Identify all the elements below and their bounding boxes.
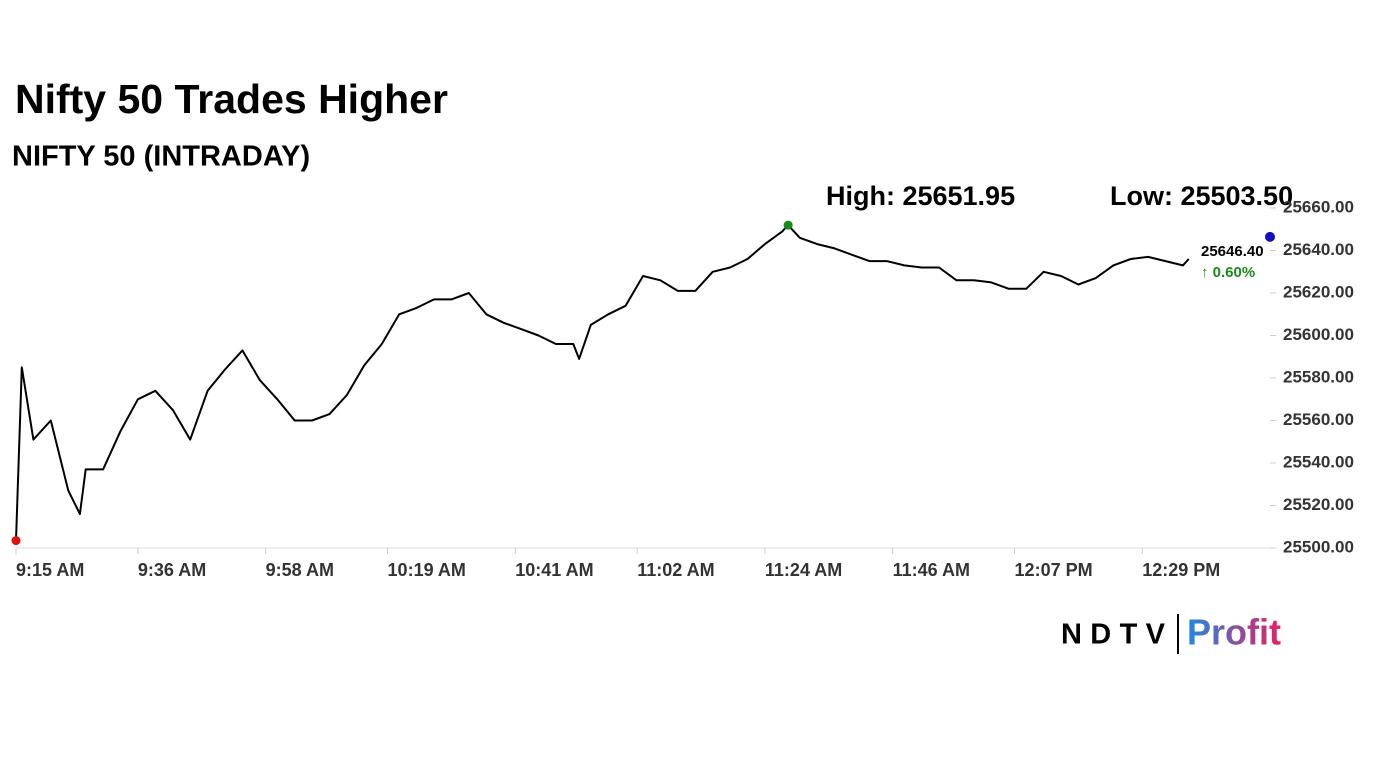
y-tick-label: 25520.00 [1283, 495, 1354, 514]
y-tick-label: 25500.00 [1283, 537, 1354, 556]
chart-subtitle: NIFTY 50 (INTRADAY) [12, 141, 310, 173]
high-label: High: 25651.95 [826, 181, 1015, 211]
change-label: ↑ 0.60% [1201, 264, 1255, 281]
y-tick-label: 25640.00 [1283, 240, 1354, 259]
x-tick-label: 9:58 AM [266, 560, 334, 580]
y-tick-label: 25660.00 [1283, 197, 1354, 216]
x-tick-label: 9:36 AM [138, 560, 206, 580]
y-tick-label: 25600.00 [1283, 325, 1354, 344]
x-tick-label: 10:41 AM [515, 560, 593, 580]
x-tick-label: 11:46 AM [893, 560, 970, 580]
x-tick-label: 10:19 AM [388, 560, 466, 580]
x-tick-label: 9:15 AM [16, 560, 84, 580]
high-marker [783, 220, 793, 230]
chart-title: Nifty 50 Trades Higher [15, 76, 448, 122]
x-tick-label: 12:29 PM [1142, 560, 1220, 580]
current-marker [1265, 231, 1275, 242]
current-price: 25646.40 [1201, 243, 1264, 260]
x-tick-label: 11:24 AM [765, 560, 842, 580]
y-tick-label: 25560.00 [1283, 410, 1354, 429]
brand-ndtv: NDTV [1061, 619, 1166, 651]
y-tick-label: 25580.00 [1283, 367, 1354, 386]
low-marker [11, 536, 21, 546]
y-tick-label: 25620.00 [1283, 282, 1354, 301]
low-label: Low: 25503.50 [1110, 181, 1293, 211]
price-line [15, 224, 1190, 541]
brand-profit: Profit [1187, 612, 1281, 653]
x-tick-label: 12:07 PM [1015, 560, 1093, 580]
y-tick-label: 25540.00 [1283, 452, 1354, 471]
x-tick-label: 11:02 AM [637, 560, 714, 580]
